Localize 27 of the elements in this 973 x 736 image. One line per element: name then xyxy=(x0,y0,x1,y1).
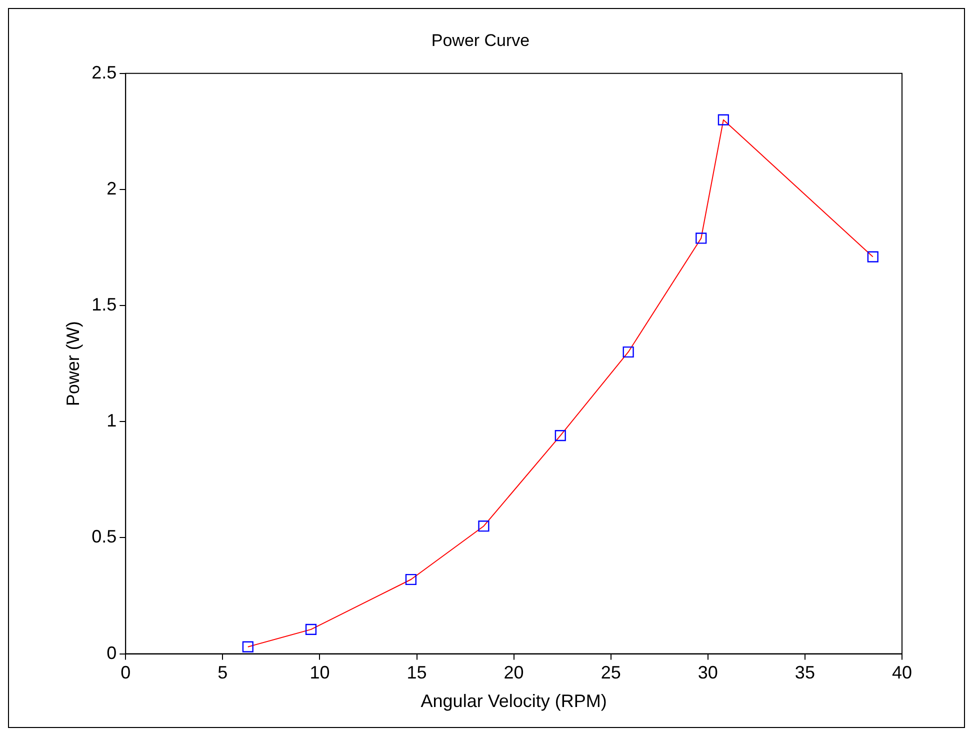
y-tick-label: 0 xyxy=(106,642,117,663)
x-tick-label: 5 xyxy=(218,662,228,683)
point xyxy=(305,624,317,635)
x-tick-label: 40 xyxy=(892,662,912,683)
chart-title: Power Curve xyxy=(431,30,530,50)
y-tick-label: 2 xyxy=(106,178,117,198)
y-tick-label: 1.5 xyxy=(92,294,117,315)
x-tick-label: 25 xyxy=(600,662,621,683)
x-axis-title: Angular Velocity (RPM) xyxy=(420,691,607,712)
point xyxy=(622,346,634,358)
point xyxy=(718,114,729,126)
x-tick-label: 20 xyxy=(504,662,524,683)
x-tick-label: 15 xyxy=(406,662,427,683)
point xyxy=(478,520,490,532)
y-tick-label: 1 xyxy=(106,410,117,431)
x-tick-label: 10 xyxy=(310,662,330,683)
y-tick-label: 2.5 xyxy=(92,62,117,82)
point xyxy=(554,430,566,442)
y-axis-title: Power (W) xyxy=(62,321,83,406)
x-tick-label: 35 xyxy=(794,662,815,683)
point xyxy=(867,251,878,262)
point xyxy=(405,574,416,586)
y-tick-label: 0.5 xyxy=(92,526,117,547)
point xyxy=(242,641,254,652)
x-tick-label: 0 xyxy=(120,662,131,683)
point xyxy=(696,232,707,244)
x-tick-label: 30 xyxy=(698,662,718,683)
